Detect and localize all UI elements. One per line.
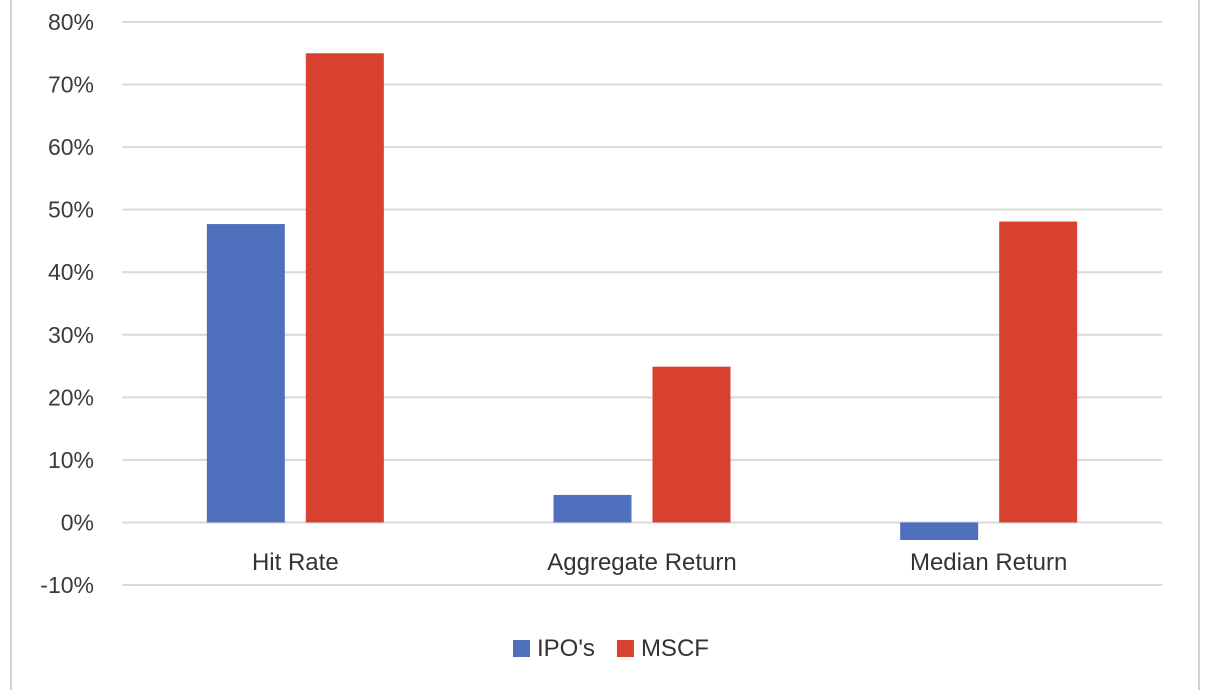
bars [206,53,1078,540]
bar-ipo-s-hit-rate [206,224,285,523]
y-tick-label: -10% [40,572,94,598]
legend-label: IPO's [537,635,595,662]
y-tick-label: 60% [48,134,94,160]
y-tick-label: 80% [48,9,94,35]
bar-mscf-aggregate-return [652,366,731,523]
bar-ipo-s-aggregate-return [553,494,632,523]
legend-label: MSCF [641,635,709,662]
legend-swatch [616,640,634,657]
y-tick-label: 50% [48,197,94,223]
x-category-label: Median Return [910,549,1067,576]
x-category-label: Hit Rate [252,549,339,576]
bar-mscf-hit-rate [305,53,384,523]
bar-ipo-s-median-return [900,522,979,540]
y-tick-label: 0% [61,509,94,535]
gridlines [122,21,1162,586]
bar-mscf-median-return [999,221,1078,523]
y-tick-label: 20% [48,384,94,410]
y-tick-label: 10% [48,447,94,473]
y-tick-label: 70% [48,72,94,98]
legend: IPO's MSCF [513,635,709,662]
y-axis-tick-labels: -10% 0% 10% 20% 30% 40% 50% 60% 70% 80% [40,9,94,598]
y-tick-label: 40% [48,259,94,285]
legend-swatch [513,640,530,657]
x-axis-category-labels: Hit Rate Aggregate Return Median Return [252,549,1067,576]
y-tick-label: 30% [48,322,94,348]
x-category-label: Aggregate Return [547,549,736,576]
